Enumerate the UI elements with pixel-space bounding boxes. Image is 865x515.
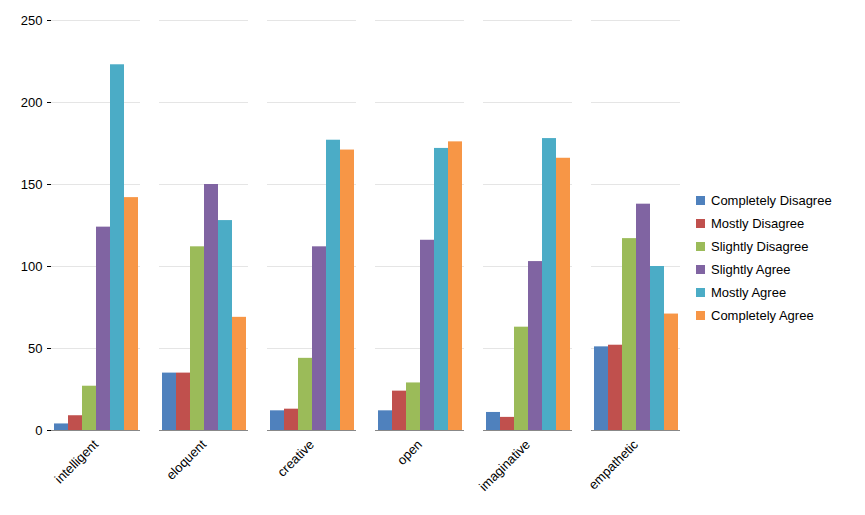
svg-text:200: 200	[21, 95, 43, 110]
svg-text:0: 0	[35, 423, 42, 438]
svg-text:creative: creative	[274, 437, 317, 480]
html-text:Slightly Agree: Slightly Agree	[711, 261, 791, 277]
html-text:Completely Agree: Completely Agree	[711, 307, 814, 323]
svg-text:open: open	[394, 437, 425, 468]
html-text:Completely Disagree: Completely Disagree	[711, 192, 832, 208]
svg-text:empathetic: empathetic	[585, 436, 641, 492]
svg-text:eloquent: eloquent	[163, 437, 209, 483]
svg-text:intelligent: intelligent	[52, 437, 102, 487]
svg-text:imaginative: imaginative	[476, 437, 533, 494]
html-text:Mostly Agree: Mostly Agree	[711, 284, 787, 300]
svg-text:100: 100	[21, 259, 43, 274]
svg-text:50: 50	[28, 341, 42, 356]
html-text:Slightly Disagree: Slightly Disagree	[711, 238, 809, 254]
html-text:Mostly Disagree: Mostly Disagree	[711, 215, 805, 231]
svg-text:250: 250	[21, 13, 43, 28]
svg-text:150: 150	[21, 177, 43, 192]
